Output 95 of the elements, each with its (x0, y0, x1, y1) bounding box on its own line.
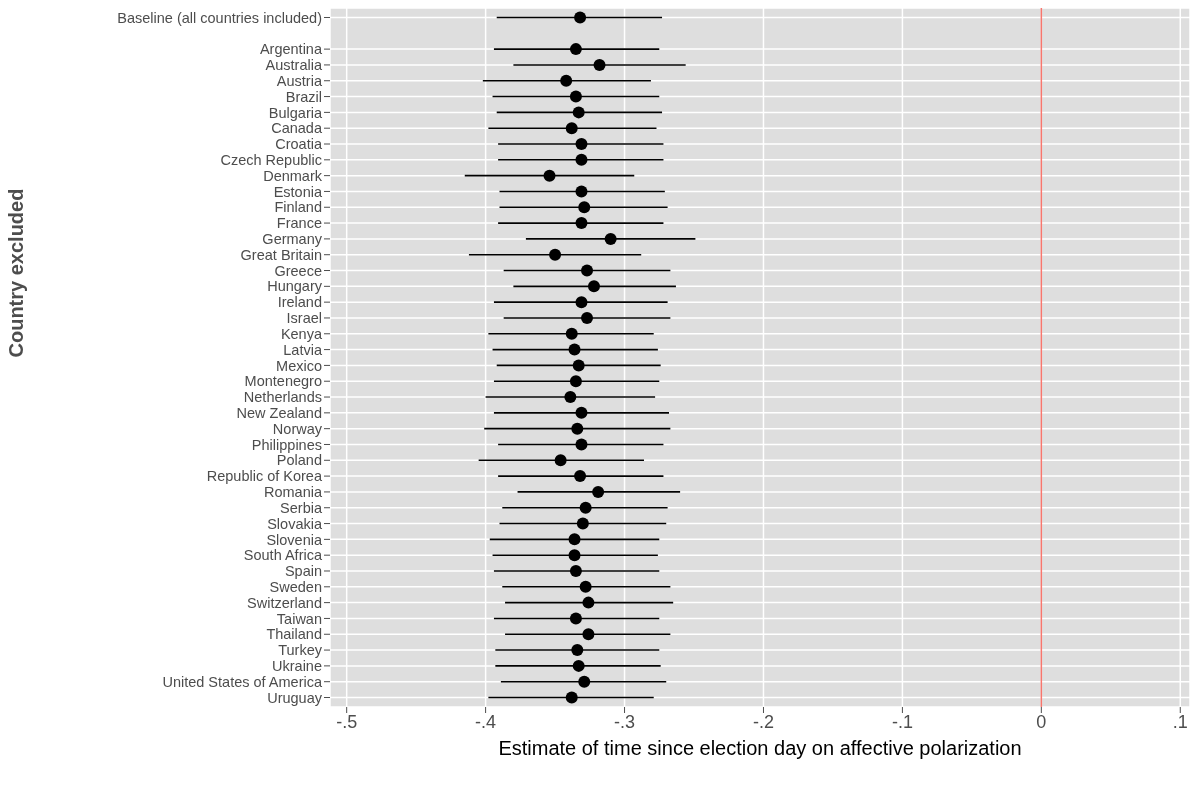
y-tick-label: Sweden (269, 578, 322, 595)
point (579, 580, 592, 593)
point (564, 391, 577, 404)
y-tick-label: Mexico (276, 357, 322, 374)
point (569, 565, 582, 577)
point (560, 74, 573, 87)
y-tick-label: Switzerland (247, 594, 322, 611)
y-tick-label: Slovakia (267, 515, 323, 532)
point (569, 43, 582, 56)
x-axis-title: Estimate of time since election day on affective polarization (498, 737, 1022, 759)
y-tick-label: Germany (262, 231, 323, 248)
x-tick-label: -.2 (752, 711, 774, 732)
y-tick-label: Argentina (259, 41, 323, 58)
x-tick-label: -.1 (891, 711, 913, 732)
x-tick-label: 0 (1036, 711, 1047, 732)
point (568, 343, 581, 356)
point (582, 628, 595, 641)
y-tick-label: Philippines (251, 436, 322, 453)
x-tick-label: -.5 (336, 711, 358, 732)
y-tick-label: Bulgaria (268, 104, 323, 121)
y-tick-label: South Africa (243, 547, 323, 564)
y-tick-label: Estonia (273, 183, 323, 200)
y-tick-label: Slovenia (266, 531, 323, 548)
point (572, 659, 585, 672)
point (574, 11, 587, 24)
point (572, 359, 585, 372)
point (581, 311, 594, 324)
point (565, 327, 578, 340)
point (568, 533, 581, 546)
y-axis-title: Country excluded (5, 188, 28, 358)
point (575, 185, 588, 198)
point (575, 296, 588, 309)
point (554, 454, 567, 467)
point (575, 138, 588, 151)
y-tick-label: Norway (272, 420, 323, 437)
y-tick-label: Brazil (285, 88, 322, 105)
point (565, 122, 578, 135)
point (571, 644, 584, 657)
y-tick-label: Ukraine (272, 658, 322, 675)
point (578, 201, 591, 214)
point (587, 280, 600, 293)
y-tick-label: Netherlands (243, 389, 322, 406)
x-tick-label: -.4 (475, 711, 497, 732)
y-tick-label: Baseline (all countries included) (117, 9, 322, 26)
y-tick-label: Latvia (283, 341, 323, 358)
y-tick-label: Uruguay (267, 689, 323, 706)
y-tick-label: Croatia (275, 136, 323, 153)
point (581, 264, 594, 277)
y-tick-label: Poland (276, 452, 322, 469)
point (575, 217, 588, 230)
point (592, 485, 605, 498)
y-tick-label: Montenegro (244, 373, 322, 390)
y-tick-label: Serbia (280, 499, 323, 516)
y-tick-label: New Zealand (236, 405, 322, 421)
point (575, 406, 588, 419)
point (569, 90, 582, 103)
point (568, 549, 581, 562)
y-tick-label: United States of America (162, 673, 323, 690)
y-tick-label: Austria (276, 72, 323, 89)
point (575, 438, 588, 451)
y-tick-label: Turkey (278, 642, 323, 659)
point (593, 58, 606, 71)
y-tick-label: Hungary (267, 278, 323, 295)
point (604, 232, 617, 245)
y-tick-label: Great Britain (240, 246, 322, 263)
y-tick-label: Romania (263, 484, 323, 501)
point (569, 375, 582, 388)
y-tick-label: Republic of Korea (206, 468, 323, 485)
point (574, 470, 587, 483)
point (572, 106, 585, 119)
x-tick-label: .1 (1172, 711, 1188, 732)
y-tick-label: Czech Republic (220, 151, 322, 168)
y-tick-label: France (276, 215, 322, 232)
point (582, 596, 595, 609)
point (543, 169, 556, 182)
point (575, 153, 588, 166)
point (578, 675, 591, 688)
y-tick-label: Kenya (280, 325, 323, 342)
point (549, 248, 562, 261)
y-tick-label: Israel (286, 310, 322, 327)
point (576, 517, 589, 530)
point (569, 612, 582, 625)
point (579, 501, 592, 514)
point (571, 422, 584, 435)
y-tick-label: Australia (265, 57, 323, 74)
y-tick-label: Ireland (277, 294, 322, 311)
x-tick-label: -.3 (614, 711, 636, 732)
y-tick-label: Taiwan (276, 610, 322, 627)
y-tick-label: Finland (274, 199, 322, 216)
y-tick-label: Canada (271, 120, 323, 137)
y-tick-label: Thailand (266, 626, 322, 643)
y-tick-label: Spain (284, 563, 322, 580)
y-tick-label: Denmark (263, 167, 323, 184)
point (565, 691, 578, 704)
y-tick-label: Greece (274, 262, 322, 279)
